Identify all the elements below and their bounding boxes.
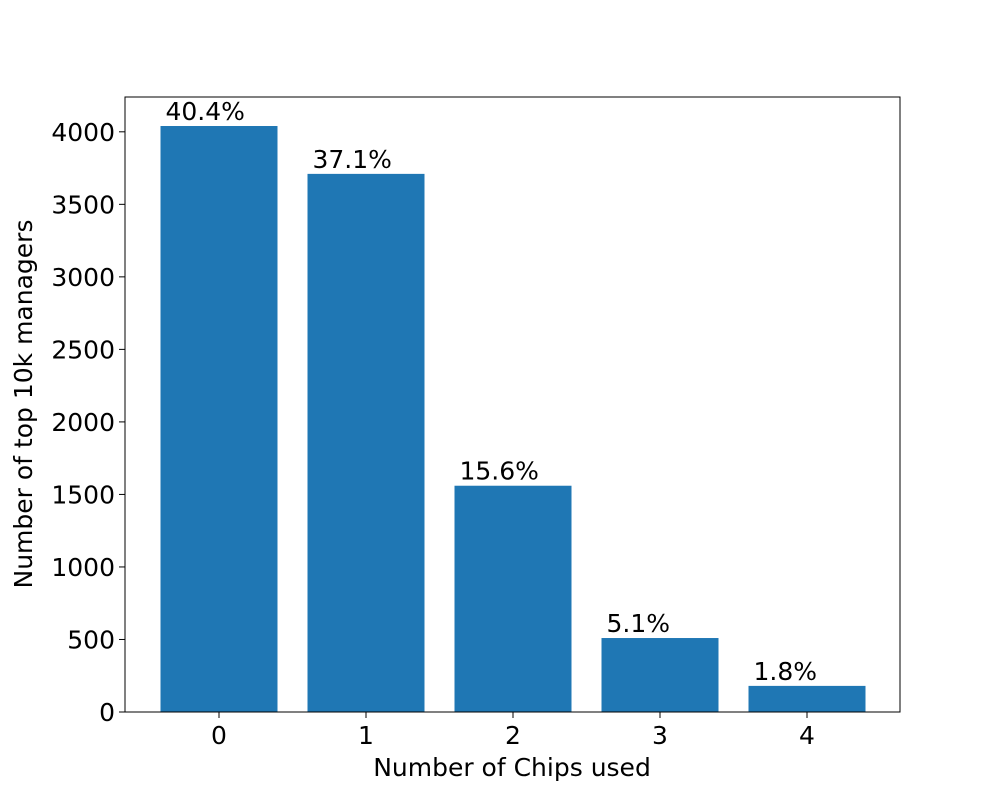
bar-value-label: 37.1% bbox=[313, 145, 392, 174]
bar-value-label: 40.4% bbox=[166, 97, 245, 126]
y-tick-label: 4000 bbox=[51, 118, 115, 147]
bar bbox=[454, 485, 572, 712]
bar bbox=[160, 126, 278, 712]
data-labels-group: 40.4% 37.1% 15.6% 5.1% 1.8% bbox=[166, 97, 818, 686]
y-axis-label: Number of top 10k managers bbox=[9, 220, 38, 589]
y-tick-label: 2000 bbox=[51, 408, 115, 437]
y-tick-label: 0 bbox=[99, 698, 115, 727]
y-tick-label: 1500 bbox=[51, 480, 115, 509]
bar bbox=[748, 685, 866, 712]
x-tick-label: 2 bbox=[505, 721, 521, 750]
bar-value-label: 5.1% bbox=[607, 609, 671, 638]
y-tick-label: 1000 bbox=[51, 553, 115, 582]
y-tick-label: 500 bbox=[67, 625, 115, 654]
x-axis-label: Number of Chips used bbox=[373, 753, 651, 782]
bar-value-label: 15.6% bbox=[460, 457, 539, 486]
x-tick-label: 3 bbox=[652, 721, 668, 750]
y-axis: 0 500 1000 1500 2000 2500 3000 3500 4000 bbox=[51, 118, 125, 727]
x-axis: 0 1 2 3 4 bbox=[211, 712, 815, 750]
x-tick-label: 4 bbox=[799, 721, 815, 750]
y-tick-label: 3000 bbox=[51, 263, 115, 292]
bar-value-label: 1.8% bbox=[754, 657, 818, 686]
y-tick-label: 2500 bbox=[51, 335, 115, 364]
x-tick-label: 1 bbox=[358, 721, 374, 750]
x-tick-label: 0 bbox=[211, 721, 227, 750]
bar bbox=[601, 638, 719, 712]
y-tick-label: 3500 bbox=[51, 190, 115, 219]
bars-group bbox=[160, 126, 866, 712]
bar bbox=[307, 173, 425, 712]
